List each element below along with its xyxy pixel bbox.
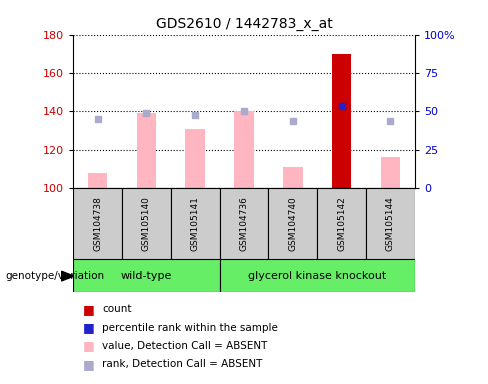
Bar: [220, 188, 268, 259]
Bar: [137, 113, 156, 188]
Text: GSM104740: GSM104740: [288, 196, 297, 251]
Bar: [88, 173, 107, 188]
Text: GSM105144: GSM105144: [386, 196, 395, 251]
Bar: [283, 167, 303, 188]
Text: wild-type: wild-type: [121, 270, 172, 281]
Bar: [171, 188, 220, 259]
Text: GSM105141: GSM105141: [191, 196, 200, 251]
Bar: [73, 259, 220, 292]
Text: GDS2610 / 1442783_x_at: GDS2610 / 1442783_x_at: [156, 17, 332, 31]
Bar: [73, 188, 122, 259]
Bar: [332, 54, 351, 188]
Bar: [381, 157, 400, 188]
Text: GSM104736: GSM104736: [240, 196, 248, 251]
Text: value, Detection Call = ABSENT: value, Detection Call = ABSENT: [102, 341, 268, 351]
Text: GSM105142: GSM105142: [337, 196, 346, 251]
Bar: [185, 129, 205, 188]
Text: GSM105140: GSM105140: [142, 196, 151, 251]
Text: ■: ■: [83, 339, 95, 353]
Text: percentile rank within the sample: percentile rank within the sample: [102, 323, 278, 333]
Bar: [234, 111, 254, 188]
Text: glycerol kinase knockout: glycerol kinase knockout: [248, 270, 386, 281]
Text: ■: ■: [83, 358, 95, 371]
Bar: [220, 259, 415, 292]
Bar: [122, 188, 171, 259]
Bar: [317, 188, 366, 259]
Text: ■: ■: [83, 321, 95, 334]
Text: GSM104738: GSM104738: [93, 196, 102, 251]
Text: genotype/variation: genotype/variation: [5, 271, 104, 281]
Text: rank, Detection Call = ABSENT: rank, Detection Call = ABSENT: [102, 359, 263, 369]
Text: count: count: [102, 304, 132, 314]
Bar: [366, 188, 415, 259]
Text: ■: ■: [83, 303, 95, 316]
Bar: [268, 188, 317, 259]
Polygon shape: [61, 271, 74, 281]
